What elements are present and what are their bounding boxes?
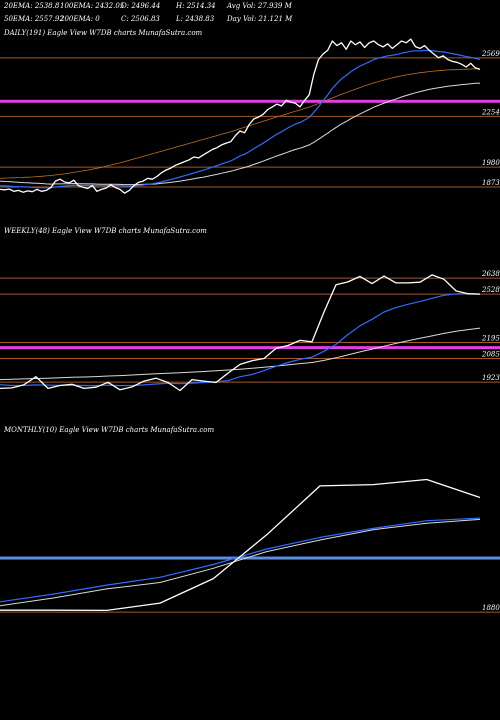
level-label: 1923 — [482, 374, 500, 382]
support-band — [0, 556, 500, 560]
panel-title: MONTHLY(10) Eagle View W7DB charts Munaf… — [3, 426, 214, 434]
header-stat: 200EMA: 0 — [60, 15, 100, 23]
level-label: 1873 — [482, 179, 500, 187]
header-stat: L: 2438.83 — [176, 15, 215, 23]
header-stat: H: 2514.34 — [176, 2, 216, 10]
header-stat: Avg Vol: 27.939 M — [227, 2, 292, 10]
header-stat: Day Vol: 21.121 M — [227, 15, 293, 23]
level-label: 1980 — [482, 159, 500, 167]
price-line — [0, 274, 481, 392]
ema_short-line — [0, 49, 481, 189]
ema_slow-line — [0, 68, 480, 179]
panel-title: DAILY(191) Eagle View W7DB charts Munafa… — [3, 29, 203, 37]
price-line — [0, 478, 481, 612]
ema_short-line — [0, 292, 481, 387]
header-stat: C: 2506.83 — [121, 15, 160, 23]
ema_long-line — [0, 518, 481, 607]
level-label: 2195 — [481, 335, 500, 343]
price-line — [0, 38, 481, 194]
header-stat: 20EMA: 2538.8 — [4, 2, 60, 10]
header-stat: O: 2496.44 — [121, 2, 161, 10]
level-label: 2569 — [481, 50, 500, 58]
support-band — [0, 99, 500, 103]
ema_long-line — [0, 82, 480, 186]
level-label: 2638 — [481, 270, 500, 278]
level-label: 2085 — [481, 351, 500, 359]
header-stat: 50EMA: 2557.92 — [4, 15, 64, 23]
level-label: 2528 — [481, 286, 500, 294]
header-stat: 100EMA: 2432.05 — [60, 2, 125, 10]
level-label: 2254 — [481, 108, 500, 116]
panel-title: WEEKLY(48) Eagle View W7DB charts Munafa… — [4, 227, 207, 235]
level-label: 1880 — [482, 604, 500, 612]
ema_long-line — [0, 327, 481, 381]
support-band — [0, 346, 500, 350]
